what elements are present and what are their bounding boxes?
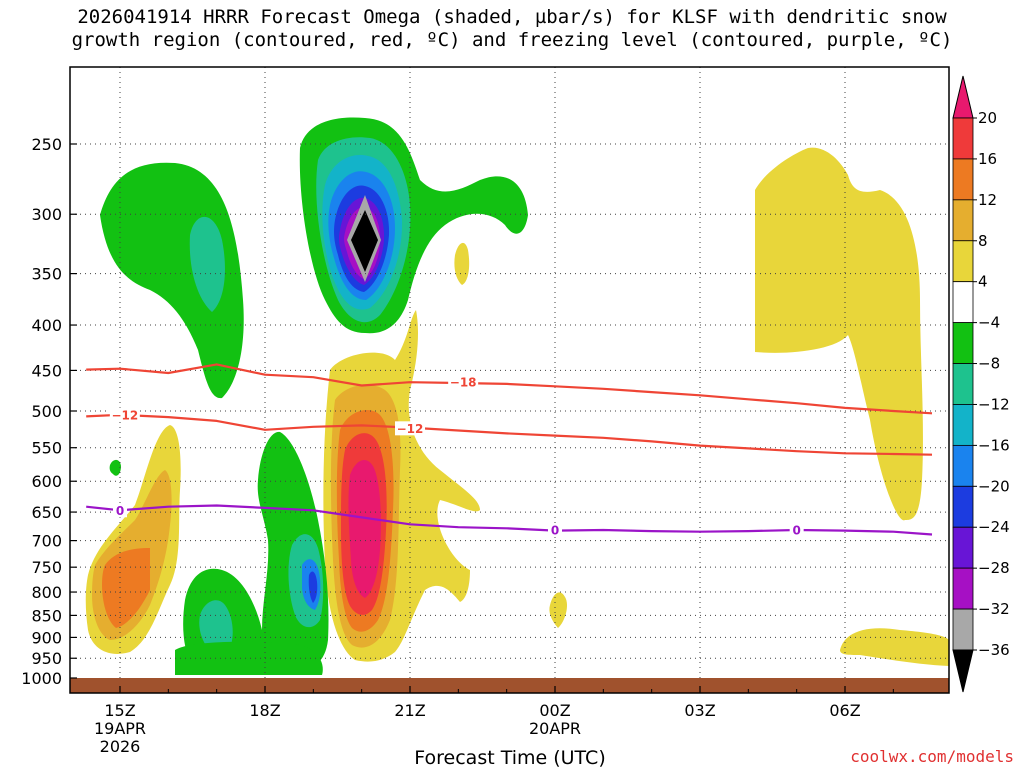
credit-text: coolwx.com/models [850,747,1014,766]
colorbar-band [952,199,974,242]
colorbar-band [952,363,974,405]
colorbar-label: −8 [978,355,1000,373]
chart-title: 2026041914 HRRR Forecast Omega (shaded, … [0,6,1024,52]
colorbar-band [952,567,974,610]
contour-line [86,413,933,456]
x-tick-label: 06Z [829,701,860,720]
omega-region-lower-left-core2 [308,571,318,603]
x-tick-label: 2026 [100,737,141,756]
contour-label-bg [395,421,425,436]
colorbar-band [952,485,974,528]
x-tick-label: 21Z [394,701,425,720]
x-tick-label: 00Z [539,701,570,720]
contour-label: 0 [116,504,124,518]
contour-label: −12 [111,408,138,422]
contour-label-bg [789,523,804,538]
omega-region-tiny-green [109,459,121,476]
colorbar-label: 4 [978,273,988,291]
y-tick-label: 1000 [21,669,62,688]
contour-label-bg [113,503,127,518]
omega-region-upper-center-core [351,210,378,272]
colorbar-label: −20 [978,477,1010,495]
omega-region-lower-left-core [199,600,233,653]
x-tick-label: 18Z [249,701,280,720]
y-tick-label: 850 [31,606,62,625]
colorbar-band [952,322,974,364]
colorbar-top-arrow [952,75,974,119]
x-tick-label: 15Z [104,701,135,720]
omega-region-lower-left-orange [102,548,150,628]
y-tick-label: 250 [31,135,62,154]
title-line-1: 2026041914 HRRR Forecast Omega (shaded, … [77,6,947,28]
omega-region-right-low-yellow [840,628,949,666]
omega-region-surface-strip [175,641,323,675]
y-tick-label: 300 [31,205,62,224]
contour-line [86,363,933,415]
y-tick-label: 750 [31,558,62,577]
colorbar-label: −16 [978,436,1010,454]
colorbar-band [952,608,974,651]
y-tick-label: 500 [31,402,62,421]
y-tick-label: 550 [31,439,62,458]
colorbar-bottom-arrow [952,649,974,693]
y-tick-label: 800 [31,583,62,602]
colorbar-label: −4 [978,314,1000,332]
contour-label: 0 [792,524,800,538]
y-tick-label: 400 [31,316,62,335]
x-tick-label: 19APR [94,719,146,738]
omega-region-upper-left-core [189,216,225,312]
omega-shading [85,117,949,675]
colorbar-label: 8 [978,232,988,250]
omega-region-small-yellow [454,242,470,285]
colorbar-label: −28 [978,559,1010,577]
contour-label-bg [109,407,140,422]
colorbar-label: −32 [978,600,1010,618]
y-tick-label: 900 [31,628,62,647]
title-line-2: growth region (contoured, red, ºC) and f… [71,29,953,51]
contour-line [86,504,933,536]
colorbar-band [952,281,974,324]
contour-label: −18 [450,376,477,390]
contour-label-bg [448,375,479,390]
omega-region-descent-core [348,459,381,598]
colorbar-band [952,526,974,569]
colorbar-band [952,240,974,283]
colorbar-label: −12 [978,395,1010,413]
y-axis: 250 300 350 400 450 500 550 600 650 700 750 800 850 9… [21,135,77,688]
contour-label-bg [548,523,562,538]
colorbar-label: 20 [978,109,997,127]
omega-region-right-yellow [755,147,923,521]
contour-label: −12 [397,422,424,436]
omega-region-00z-yellow [549,592,568,628]
colorbar-label: −36 [978,641,1010,659]
x-axis-title: Forecast Time (UTC) [414,747,605,768]
colorbar-band [952,444,974,487]
plot-frame [69,66,950,694]
colorbar-band [952,117,974,160]
y-tick-label: 700 [31,532,62,551]
contour-label: 0 [551,524,559,538]
contour-labels: −18 −12 −12 0 0 0 [109,375,804,538]
colorbar-label: 16 [978,150,997,168]
y-tick-label: 600 [31,472,62,491]
y-tick-label: 350 [31,265,62,284]
ground-surface [70,678,949,693]
y-tick-label: 650 [31,503,62,522]
x-tick-label: 03Z [684,701,715,720]
y-tick-label: 450 [31,361,62,380]
colorbar-band [952,158,974,201]
colorbar-label: −24 [978,518,1010,536]
x-tick-label: 20APR [529,719,581,738]
colorbar-band [952,404,974,446]
y-tick-label: 950 [31,649,62,668]
colorbar-label: 12 [978,191,997,209]
colorbar: 20 16 12 8 4 −4 −8 −12 −16 −20 −24 −28 −32 −36 [952,75,1010,693]
